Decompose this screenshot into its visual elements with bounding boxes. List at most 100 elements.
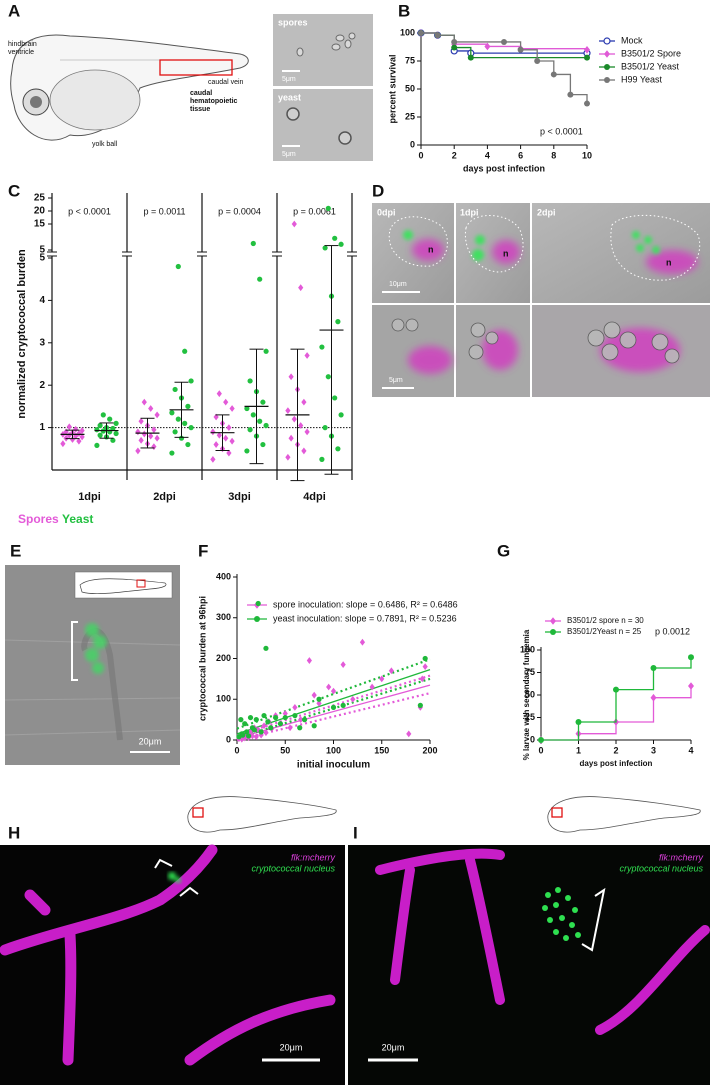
yolk xyxy=(49,69,141,131)
micrograph xyxy=(273,89,373,161)
annotation: tissue xyxy=(190,106,210,113)
marker xyxy=(338,412,344,418)
panel-d: D 0dpi 1dpi 2dpi xyxy=(372,181,710,397)
region-box xyxy=(192,807,204,818)
cryptococcus xyxy=(651,333,669,351)
nucleus-signal xyxy=(646,250,698,274)
marker xyxy=(319,344,325,350)
marker xyxy=(257,276,263,282)
timepoint-label: 2dpi xyxy=(537,207,556,217)
y-tick-label: 100 xyxy=(400,27,415,37)
marker xyxy=(154,434,160,442)
annotation: p = 0.0061 xyxy=(293,206,336,216)
marker xyxy=(650,693,657,702)
y-tick-label: 0 xyxy=(226,734,231,744)
y-tick-label: 20 xyxy=(34,206,46,217)
annotation: hindbrain xyxy=(8,41,37,48)
marker xyxy=(244,448,250,454)
x-tick-label: 8 xyxy=(551,150,556,160)
marker xyxy=(258,729,264,735)
marker xyxy=(316,699,322,707)
nucleus-label: n xyxy=(666,257,672,267)
legend-label: Yeast xyxy=(62,512,93,526)
marker xyxy=(319,456,325,462)
legend-label: Spores xyxy=(18,512,59,526)
cryptococcus xyxy=(93,635,107,649)
cell-outline xyxy=(464,215,524,273)
marker xyxy=(273,714,279,721)
x-axis-label: days post infection xyxy=(580,759,653,768)
marker xyxy=(311,723,317,729)
marker xyxy=(66,431,72,439)
x-axis-label: initial inoculum xyxy=(297,760,370,771)
legend-label: cryptococcal nucleus xyxy=(251,863,335,873)
marker xyxy=(338,241,344,247)
marker xyxy=(311,691,317,699)
marker xyxy=(213,413,219,421)
region-box xyxy=(551,807,563,818)
panel-i: I flk:mcherry cryptococcal nucleus 20μm xyxy=(348,796,710,1085)
marker xyxy=(261,722,267,730)
marker xyxy=(175,416,181,422)
timepoint-label: 0dpi xyxy=(377,207,396,217)
y-tick-label: 400 xyxy=(216,571,231,581)
marker xyxy=(434,32,441,39)
panel-e: E 20μm xyxy=(4,541,181,765)
legend-marker xyxy=(604,64,610,70)
marker xyxy=(304,352,310,359)
x-tick-label: 1dpi xyxy=(78,491,101,503)
y-axis-label: cryptococcal burden at 96hpi xyxy=(197,596,207,721)
marker xyxy=(285,407,291,415)
marker xyxy=(253,717,259,723)
panel-h: H flk:mcherry cryptococcal nucleus 20μm xyxy=(0,796,345,1085)
marker xyxy=(567,91,574,98)
y-tick-label: 5 xyxy=(39,253,45,264)
vessels xyxy=(375,848,710,1035)
marker xyxy=(282,714,288,721)
marker xyxy=(467,54,474,61)
marker xyxy=(244,405,250,412)
marker xyxy=(151,426,157,434)
annotation: ventricle xyxy=(8,49,34,56)
marker xyxy=(584,100,590,107)
marker xyxy=(110,437,116,443)
cryptococcus xyxy=(475,235,485,245)
y-tick-label: 25 xyxy=(34,193,46,204)
marker xyxy=(292,712,298,719)
legend-marker xyxy=(604,50,610,58)
marker xyxy=(240,732,246,738)
marker xyxy=(247,714,254,721)
cryptococcal-nucleus xyxy=(555,887,561,893)
marker xyxy=(94,442,100,449)
marker xyxy=(613,686,619,693)
marker xyxy=(306,657,312,664)
annotation: caudal vein xyxy=(208,79,244,86)
marker xyxy=(550,71,557,78)
marker xyxy=(422,655,428,662)
x-tick-label: 1 xyxy=(576,745,581,755)
cryptococcus xyxy=(405,318,419,332)
marker xyxy=(113,420,119,426)
marker xyxy=(538,737,544,743)
y-tick-label: 0 xyxy=(530,734,535,744)
cryptococcus xyxy=(632,231,640,239)
marker xyxy=(76,437,82,445)
muscle-striations xyxy=(4,639,181,736)
marker xyxy=(94,427,100,433)
marker xyxy=(534,58,541,64)
marker xyxy=(340,661,346,669)
marker xyxy=(172,386,178,393)
marker xyxy=(265,719,271,725)
x-tick-label: 2 xyxy=(613,745,618,755)
marker xyxy=(135,447,141,455)
fit-line xyxy=(236,668,431,735)
marker xyxy=(268,725,274,731)
legend-marker xyxy=(550,629,556,635)
cryptococcus xyxy=(601,343,619,361)
cryptococcus xyxy=(603,321,621,339)
cryptococcus xyxy=(403,230,413,240)
marker xyxy=(69,436,76,443)
marker xyxy=(350,695,356,703)
y-tick-label: 5 xyxy=(39,245,45,256)
marker xyxy=(422,663,428,671)
